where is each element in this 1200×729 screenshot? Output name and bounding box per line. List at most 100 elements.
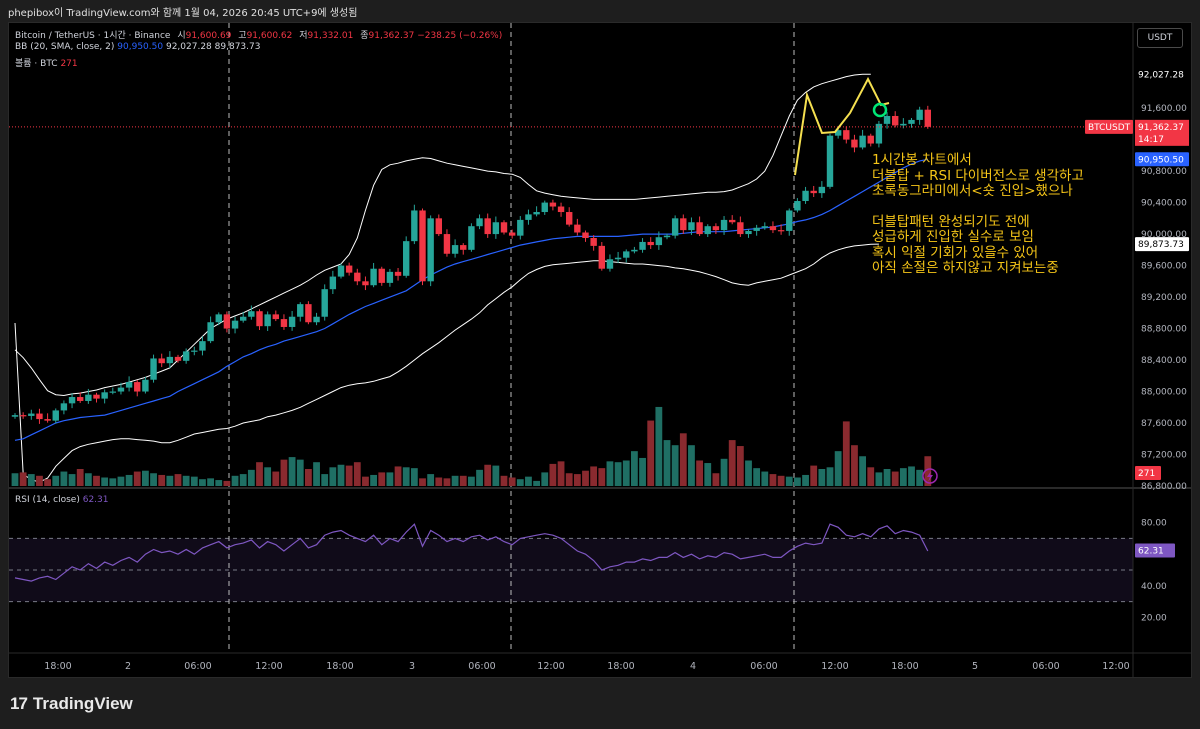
- bb-upper-line[interactable]: [14, 73, 871, 397]
- candle-body[interactable]: [451, 245, 459, 254]
- candle-body[interactable]: [44, 419, 51, 421]
- candle-body[interactable]: [908, 119, 915, 124]
- volume-bar[interactable]: [394, 466, 402, 486]
- candle-body[interactable]: [354, 272, 361, 282]
- candle-body[interactable]: [688, 222, 695, 231]
- bb-lower-line[interactable]: [14, 243, 879, 483]
- volume-bar[interactable]: [60, 471, 68, 486]
- volume-bar[interactable]: [492, 465, 500, 486]
- volume-bar[interactable]: [27, 474, 35, 486]
- volume-bar[interactable]: [728, 440, 736, 486]
- candle-body[interactable]: [566, 212, 573, 225]
- candle-body[interactable]: [663, 235, 671, 238]
- volume-bar[interactable]: [818, 469, 826, 486]
- volume-bar[interactable]: [44, 479, 51, 486]
- candle-body[interactable]: [875, 123, 883, 144]
- candle-body[interactable]: [337, 265, 345, 277]
- candle-body[interactable]: [867, 135, 874, 144]
- candle-body[interactable]: [753, 227, 760, 231]
- candle-body[interactable]: [729, 219, 736, 223]
- volume-bar[interactable]: [199, 479, 206, 486]
- volume-bar[interactable]: [370, 474, 377, 486]
- candle-body[interactable]: [704, 226, 711, 235]
- bb-basis-line[interactable]: [14, 158, 928, 441]
- candle-body[interactable]: [614, 257, 622, 260]
- candle-body[interactable]: [142, 379, 149, 392]
- candle-body[interactable]: [199, 341, 206, 351]
- candle-body[interactable]: [272, 314, 279, 320]
- volume-bar[interactable]: [851, 445, 858, 486]
- candle-body[interactable]: [492, 222, 500, 235]
- candle-body[interactable]: [606, 259, 614, 269]
- volume-bar[interactable]: [19, 472, 27, 486]
- chart-area[interactable]: 92,000.0091,600.0091,200.0090,800.0090,4…: [8, 22, 1192, 678]
- volume-bar[interactable]: [622, 460, 630, 487]
- candle-body[interactable]: [737, 222, 744, 235]
- volume-bar[interactable]: [614, 462, 622, 486]
- volume-bar[interactable]: [704, 463, 712, 486]
- candle-body[interactable]: [786, 210, 793, 231]
- volume-bar[interactable]: [93, 475, 100, 486]
- candle-body[interactable]: [843, 130, 850, 140]
- candle-body[interactable]: [557, 206, 565, 213]
- volume-bar[interactable]: [321, 474, 329, 486]
- volume-bar[interactable]: [736, 446, 744, 486]
- candle-body[interactable]: [590, 238, 597, 246]
- volume-bar[interactable]: [631, 451, 638, 486]
- volume-bar[interactable]: [468, 476, 475, 486]
- candle-body[interactable]: [517, 219, 524, 236]
- candle-body[interactable]: [256, 311, 263, 327]
- candle-body[interactable]: [720, 219, 728, 231]
- volume-bar[interactable]: [753, 468, 761, 486]
- volume-bar[interactable]: [158, 474, 166, 486]
- candle-body[interactable]: [36, 413, 43, 420]
- candle-body[interactable]: [191, 350, 198, 352]
- volume-bar[interactable]: [435, 477, 443, 487]
- candle-body[interactable]: [362, 281, 369, 286]
- double-top-pattern-line[interactable]: [794, 76, 890, 176]
- volume-bar[interactable]: [101, 477, 109, 487]
- candle-body[interactable]: [468, 226, 475, 250]
- volume-bar[interactable]: [598, 468, 606, 486]
- volume-bar[interactable]: [834, 451, 842, 486]
- volume-bar[interactable]: [215, 480, 223, 486]
- volume-bar[interactable]: [459, 475, 467, 486]
- candle-body[interactable]: [52, 410, 59, 421]
- volume-bar[interactable]: [256, 462, 263, 486]
- volume-bar[interactable]: [500, 475, 508, 486]
- volume-bar[interactable]: [272, 471, 280, 486]
- candle-body[interactable]: [794, 201, 801, 211]
- candle-body[interactable]: [623, 251, 630, 258]
- volume-bar[interactable]: [337, 464, 345, 486]
- volume-bar[interactable]: [720, 458, 728, 486]
- volume-bar[interactable]: [313, 462, 320, 486]
- tradingview-brand[interactable]: 17 TradingView: [10, 694, 133, 714]
- candle-body[interactable]: [248, 311, 255, 317]
- volume-bar[interactable]: [207, 478, 214, 486]
- volume-bar[interactable]: [182, 475, 190, 486]
- volume-bar[interactable]: [52, 475, 60, 486]
- volume-bar[interactable]: [402, 467, 410, 486]
- volume-legend[interactable]: 볼륨 · BTC 271: [15, 56, 78, 69]
- volume-bar[interactable]: [573, 474, 581, 486]
- candle-body[interactable]: [834, 130, 842, 136]
- volume-bar[interactable]: [484, 464, 492, 486]
- volume-bar[interactable]: [133, 471, 141, 486]
- volume-bar[interactable]: [582, 470, 589, 486]
- candle-body[interactable]: [476, 218, 483, 227]
- volume-bar[interactable]: [875, 472, 883, 486]
- volume-bar[interactable]: [777, 475, 785, 486]
- candle-body[interactable]: [769, 226, 777, 231]
- volume-bar[interactable]: [443, 478, 451, 486]
- candle-body[interactable]: [851, 139, 858, 148]
- candle-body[interactable]: [125, 382, 133, 388]
- price-chart-svg[interactable]: 92,000.0091,600.0091,200.0090,800.0090,4…: [9, 23, 1191, 677]
- candle-body[interactable]: [394, 271, 402, 276]
- volume-bar[interactable]: [761, 471, 769, 486]
- annotation-note[interactable]: 1시간봉 차트에서 더블탑 + RSI 다이버전스로 생각하고 초록동그라미에서…: [872, 152, 1084, 277]
- volume-bar[interactable]: [378, 472, 386, 486]
- candle-body[interactable]: [297, 304, 304, 317]
- candle-body[interactable]: [541, 202, 548, 213]
- candle-body[interactable]: [19, 415, 27, 417]
- candle-body[interactable]: [329, 276, 337, 290]
